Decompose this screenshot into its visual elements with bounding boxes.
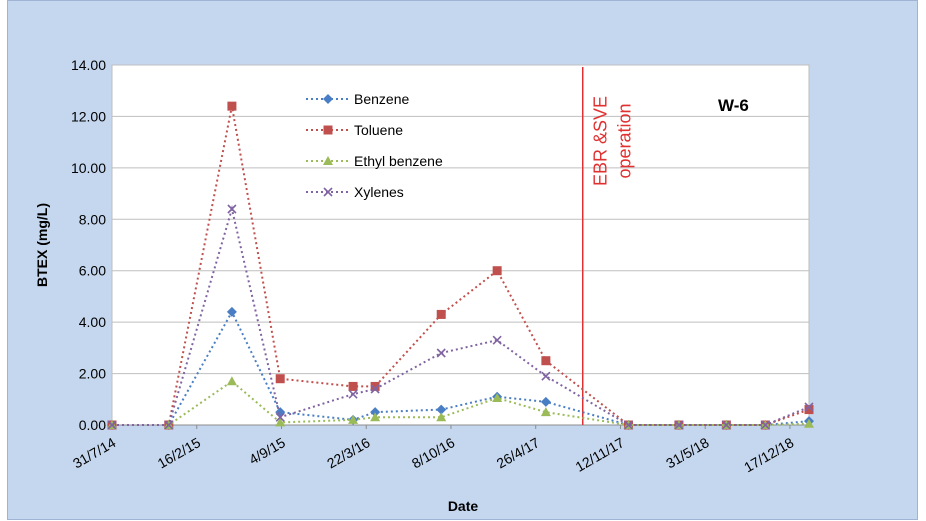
data-point (164, 420, 174, 430)
x-tick-label: 8/10/16 (409, 434, 458, 471)
x-tick-label: 26/4/17 (494, 434, 543, 471)
series-line (112, 380, 810, 426)
data-point (226, 376, 237, 386)
y-tick-label: 4.00 (79, 314, 106, 330)
data-point (370, 412, 381, 422)
x-tick-label: 4/9/15 (246, 434, 288, 467)
x-tick-label: 31/5/18 (663, 434, 712, 471)
data-point (492, 266, 502, 276)
y-tick-label: 14.00 (71, 57, 106, 73)
legend-label: Xylenes (354, 184, 404, 200)
data-point (492, 335, 502, 345)
y-tick-label: 10.00 (71, 160, 106, 176)
data-point (275, 374, 285, 384)
data-point (804, 418, 814, 428)
data-point (348, 389, 358, 399)
y-tick-label: 12.00 (71, 108, 106, 124)
data-point (436, 404, 447, 415)
annotation-text-line: operation (615, 103, 635, 178)
legend-label: Benzene (354, 91, 409, 107)
data-point (107, 420, 117, 430)
btex-chart: 0.00 2.00 4.00 6.00 8.00 10.00 12.00 14.00 31/7… (34, 57, 814, 514)
data-point (804, 405, 814, 415)
series-xylenes (107, 204, 814, 430)
data-point (323, 156, 333, 165)
legend-item: Benzene (306, 91, 409, 107)
data-point (226, 306, 237, 317)
data-point (323, 125, 333, 135)
data-point (540, 396, 551, 407)
x-tick-label: 31/7/14 (70, 434, 119, 471)
data-point (492, 393, 503, 402)
y-axis-title: BTEX (mg/L) (34, 203, 50, 287)
legend-label: Ethyl benzene (354, 153, 443, 169)
data-point (436, 412, 447, 422)
data-point (323, 187, 333, 197)
data-point (541, 356, 551, 366)
x-tick-label: 12/11/17 (573, 434, 627, 475)
data-point (541, 371, 551, 381)
data-point (370, 407, 381, 418)
data-point (323, 94, 333, 104)
data-point (674, 420, 684, 430)
chart-area: 0.00 2.00 4.00 6.00 8.00 10.00 12.00 14.00 31/7… (7, 0, 918, 520)
data-point (804, 402, 814, 412)
data-point (370, 384, 380, 394)
data-point (348, 414, 359, 424)
data-point (540, 407, 551, 417)
data-point (436, 309, 446, 319)
data-point (623, 420, 634, 430)
data-point (275, 412, 285, 422)
legend-item: Xylenes (306, 184, 404, 200)
legend-label: Toluene (354, 122, 403, 138)
x-tick-label: 16/2/15 (155, 434, 204, 471)
data-point (721, 420, 731, 430)
y-tick-label: 6.00 (79, 263, 106, 279)
y-tick-label: 0.00 (79, 417, 106, 433)
x-tick-label: 22/3/16 (324, 434, 373, 471)
legend-item: Toluene (306, 122, 403, 138)
data-point (348, 381, 358, 391)
data-point (370, 381, 380, 391)
well-label: W-6 (718, 96, 749, 115)
y-tick-label: 2.00 (79, 366, 106, 382)
data-point (275, 417, 286, 427)
annotation-text-line: EBR &SVE (591, 96, 611, 186)
x-axis-title: Date (448, 498, 479, 514)
data-point (760, 420, 770, 430)
x-tick-label: 17/12/18 (741, 434, 796, 475)
legend-item: Ethyl benzene (306, 153, 443, 169)
data-point (227, 204, 237, 214)
data-point (227, 101, 237, 111)
plot-area (111, 64, 810, 426)
data-point (436, 348, 446, 358)
y-tick-label: 8.00 (79, 211, 106, 227)
